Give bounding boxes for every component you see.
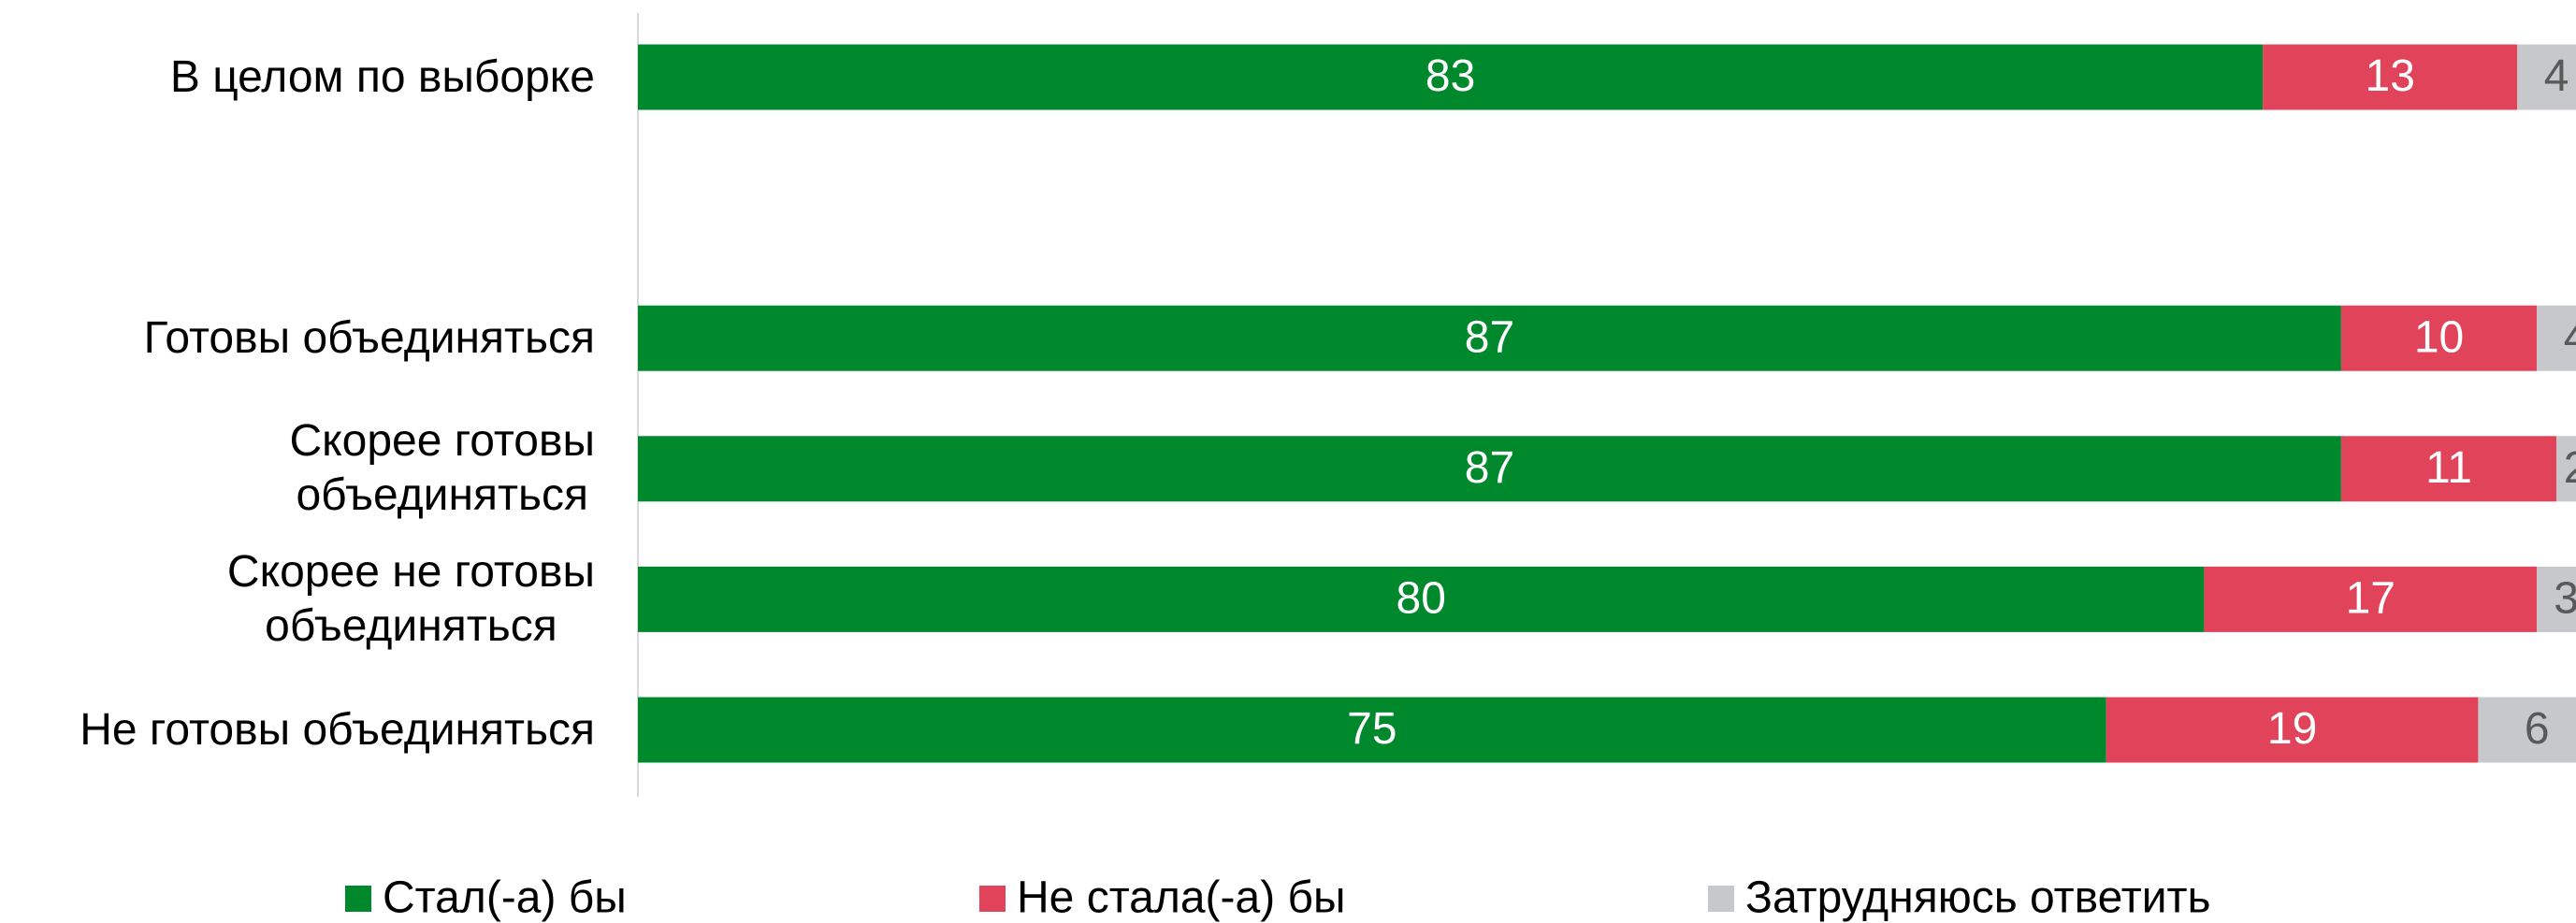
category-label: Не готовы объединяться: [80, 704, 595, 755]
legend-label: Не стала(-а) бы: [1017, 873, 1346, 923]
legend-swatch: [345, 886, 371, 912]
bar-segment: [2478, 697, 2576, 763]
value-label: 83: [1425, 51, 1475, 101]
legend-swatch: [979, 886, 1006, 912]
value-label: 13: [2366, 51, 2415, 101]
value-label: 80: [1397, 574, 1446, 624]
category-label: В целом по выборке: [169, 51, 595, 102]
value-label: 2: [2564, 443, 2576, 493]
bar-segment: [638, 697, 2106, 763]
value-label: 6: [2525, 704, 2550, 754]
legend-swatch: [1708, 886, 1734, 912]
bar-segment: [2537, 305, 2576, 371]
bar-segment: [638, 566, 2205, 632]
category-label: Скорее не готовы объединяться: [226, 546, 595, 651]
legend-label: Стал(-а) бы: [383, 873, 627, 923]
bar-segment: [2340, 305, 2538, 371]
value-label: 19: [2267, 704, 2317, 754]
bar-segment: [2263, 44, 2518, 110]
bar-segment: [2204, 566, 2538, 632]
bar-segment: [2537, 566, 2576, 632]
value-label: 87: [1465, 312, 1514, 362]
category-label: Скорее готовы объединяться: [289, 416, 595, 521]
bar-segment: [638, 305, 2341, 371]
legend-label: Затрудняюсь ответить: [1745, 873, 2211, 923]
category-label: Готовы объединяться: [143, 312, 595, 363]
value-label: 87: [1465, 443, 1514, 493]
value-label: 4: [2544, 51, 2569, 101]
value-label: 4: [2564, 312, 2576, 362]
value-label: 11: [2425, 443, 2472, 493]
value-label: 10: [2414, 312, 2464, 362]
bar-segment: [2340, 436, 2557, 502]
bar-segment: [2556, 436, 2576, 502]
value-label: 3: [2554, 574, 2576, 624]
bar-segment: [638, 44, 2264, 110]
value-label: 17: [2346, 574, 2395, 624]
bar-segment: [638, 436, 2341, 502]
bar-segment: [2106, 697, 2479, 763]
bar-segment: [2517, 44, 2576, 110]
value-label: 75: [1347, 704, 1397, 754]
